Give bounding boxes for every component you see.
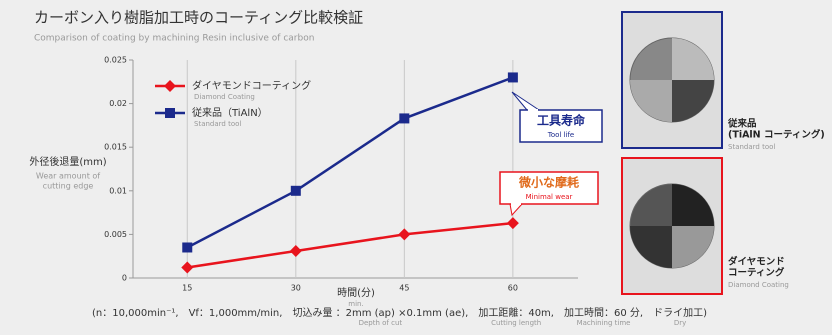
point bbox=[182, 242, 193, 253]
legend-label-en: Standard tool bbox=[194, 120, 241, 128]
annotation-en: Tool life bbox=[547, 131, 574, 139]
y-tick-label: 0.01 bbox=[109, 186, 127, 195]
legend-label: 従来品（TiAlN） bbox=[192, 106, 268, 119]
callout-pointer bbox=[509, 203, 523, 217]
point bbox=[506, 217, 519, 230]
y-label-en: Wear amount of bbox=[36, 172, 100, 181]
x-tick-label: 30 bbox=[291, 284, 301, 293]
photo-quadrant bbox=[630, 226, 672, 268]
footer-text-en: Cutting length bbox=[491, 319, 542, 327]
y-label: 外径後退量(mm) bbox=[29, 155, 106, 168]
footer: (n：10,000min⁻¹, Vf：1,000mm/min, 切込み量 ：2mm … bbox=[92, 304, 707, 327]
point bbox=[290, 185, 301, 196]
photo-label-en: Diamond Coating bbox=[728, 281, 789, 289]
legend-label-en: Diamond Coating bbox=[194, 93, 255, 101]
x-tick-label: 45 bbox=[399, 284, 409, 293]
callout-box bbox=[519, 109, 603, 143]
callout-box bbox=[499, 171, 599, 205]
y-tick-label: 0.005 bbox=[104, 230, 127, 239]
y-tick-label: 0.025 bbox=[104, 56, 127, 65]
photo-quadrant bbox=[672, 38, 714, 80]
footer-text-en: Depth of cut bbox=[358, 319, 403, 327]
photo-quadrant bbox=[672, 226, 714, 268]
photo-label: 従来品 bbox=[727, 118, 757, 130]
footer-text: Vf：1,000mm/min, bbox=[188, 308, 283, 319]
footer-item: ドライ加工) Dry bbox=[653, 304, 707, 327]
footer-text: 切込み量 ：2mm (ap) ×0.1mm (ae), bbox=[292, 308, 469, 319]
photo-label: コーティング bbox=[728, 267, 785, 279]
photo-quadrant bbox=[630, 80, 672, 122]
chart-subtitle: Comparison of coating by machining Resin… bbox=[34, 34, 314, 44]
photo-label: ダイヤモンド bbox=[728, 256, 785, 268]
point bbox=[399, 113, 410, 124]
legend-label: ダイヤモンドコーティング bbox=[192, 79, 311, 92]
series-line bbox=[186, 76, 514, 249]
footer-text: 加工距離：40m, bbox=[478, 308, 554, 319]
footer-item: (n：10,000min⁻¹, bbox=[92, 304, 179, 327]
point bbox=[181, 261, 194, 274]
photo-label-en: Standard tool bbox=[728, 143, 775, 151]
footer-text: (n：10,000min⁻¹, bbox=[92, 308, 179, 319]
footer-text-en: Machining time bbox=[576, 319, 631, 327]
x-label-en: min. bbox=[348, 300, 363, 308]
y-tick-label: 0.02 bbox=[109, 99, 127, 108]
y-label-en: cutting edge bbox=[43, 182, 94, 191]
x-tick-label: 15 bbox=[182, 284, 192, 293]
footer-item: 加工距離：40m, Cutting length bbox=[478, 304, 554, 327]
footer-text-en: Dry bbox=[673, 319, 687, 327]
y-tick-label: 0.015 bbox=[104, 143, 127, 152]
legend-marker bbox=[165, 108, 175, 118]
footer-item: 加工時間：60 分, Machining time bbox=[564, 304, 643, 327]
photo-quadrant bbox=[672, 80, 714, 122]
annotation: 工具寿命 bbox=[537, 113, 586, 128]
footer-item: 切込み量 ：2mm (ap) ×0.1mm (ae), Depth of cut bbox=[292, 304, 468, 327]
x-label: 時間(分) bbox=[337, 287, 375, 299]
annotation-en: Minimal wear bbox=[526, 193, 573, 201]
footer-text: ドライ加工) bbox=[653, 308, 707, 319]
annotation: 微小な摩耗 bbox=[518, 175, 579, 190]
x-tick-label: 60 bbox=[508, 284, 518, 293]
chart-title: カーボン入り樹脂加工時のコーティング比較検証 bbox=[34, 9, 363, 27]
point bbox=[289, 244, 302, 257]
footer-item: Vf：1,000mm/min, bbox=[189, 304, 283, 327]
point bbox=[507, 72, 518, 83]
y-tick-label: 0 bbox=[122, 274, 127, 283]
point bbox=[398, 228, 411, 241]
footer-text: 加工時間：60 分, bbox=[563, 308, 644, 319]
legend-marker bbox=[164, 80, 176, 92]
series-line bbox=[187, 221, 514, 269]
photo-label: (TiAlN コーティング) bbox=[728, 129, 825, 141]
callout-pointer bbox=[511, 91, 540, 111]
photo-quadrant bbox=[672, 184, 714, 226]
